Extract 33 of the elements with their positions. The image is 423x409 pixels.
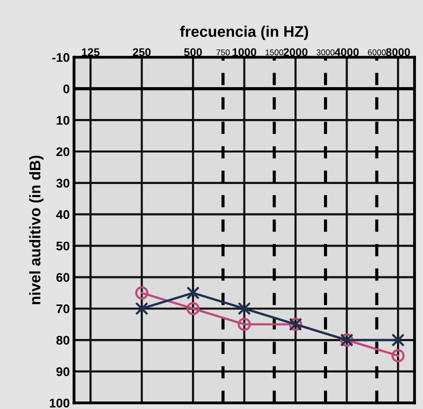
y-tick-label: 100 [50,398,70,408]
x-tick-label: 1000 [232,48,256,56]
y-tick-label: 50 [56,242,70,250]
point [238,302,251,316]
point [238,318,251,331]
y-tick-label: 60 [56,272,70,282]
x-tick-label: 8000 [386,48,410,56]
x-tick-label: 500 [184,48,202,56]
y-tick-label: 10 [56,116,70,125]
x-tick-label: 750 [216,49,230,56]
x-tick-label: 1500 [266,49,284,56]
y-tick-label: 20 [56,147,70,156]
point [135,286,148,300]
point [186,286,200,300]
x-tick-label: 2000 [284,48,308,56]
x-axis-title: frecuencia (in HZ) [180,26,308,40]
point [391,349,405,362]
y-tick-label: 30 [56,178,70,188]
y-tick-label: 90 [56,367,70,376]
y-tick-label: 70 [56,304,70,314]
y-axis-title: nivel auditivo (in dB) [29,156,44,304]
point [135,302,148,316]
y-tick-label: 0 [63,84,70,94]
x-tick-label: 3000 [316,49,334,56]
y-tick-label: -10 [52,53,70,62]
y-tick-label: 40 [56,210,70,220]
x-tick-label: 6000 [368,49,386,56]
point [186,302,200,316]
y-tick-label: 80 [56,336,70,345]
x-tick-label: 125 [82,48,100,56]
x-tick-label: 250 [132,48,151,56]
point [391,333,405,347]
x-tick-label: 4000 [334,48,359,56]
